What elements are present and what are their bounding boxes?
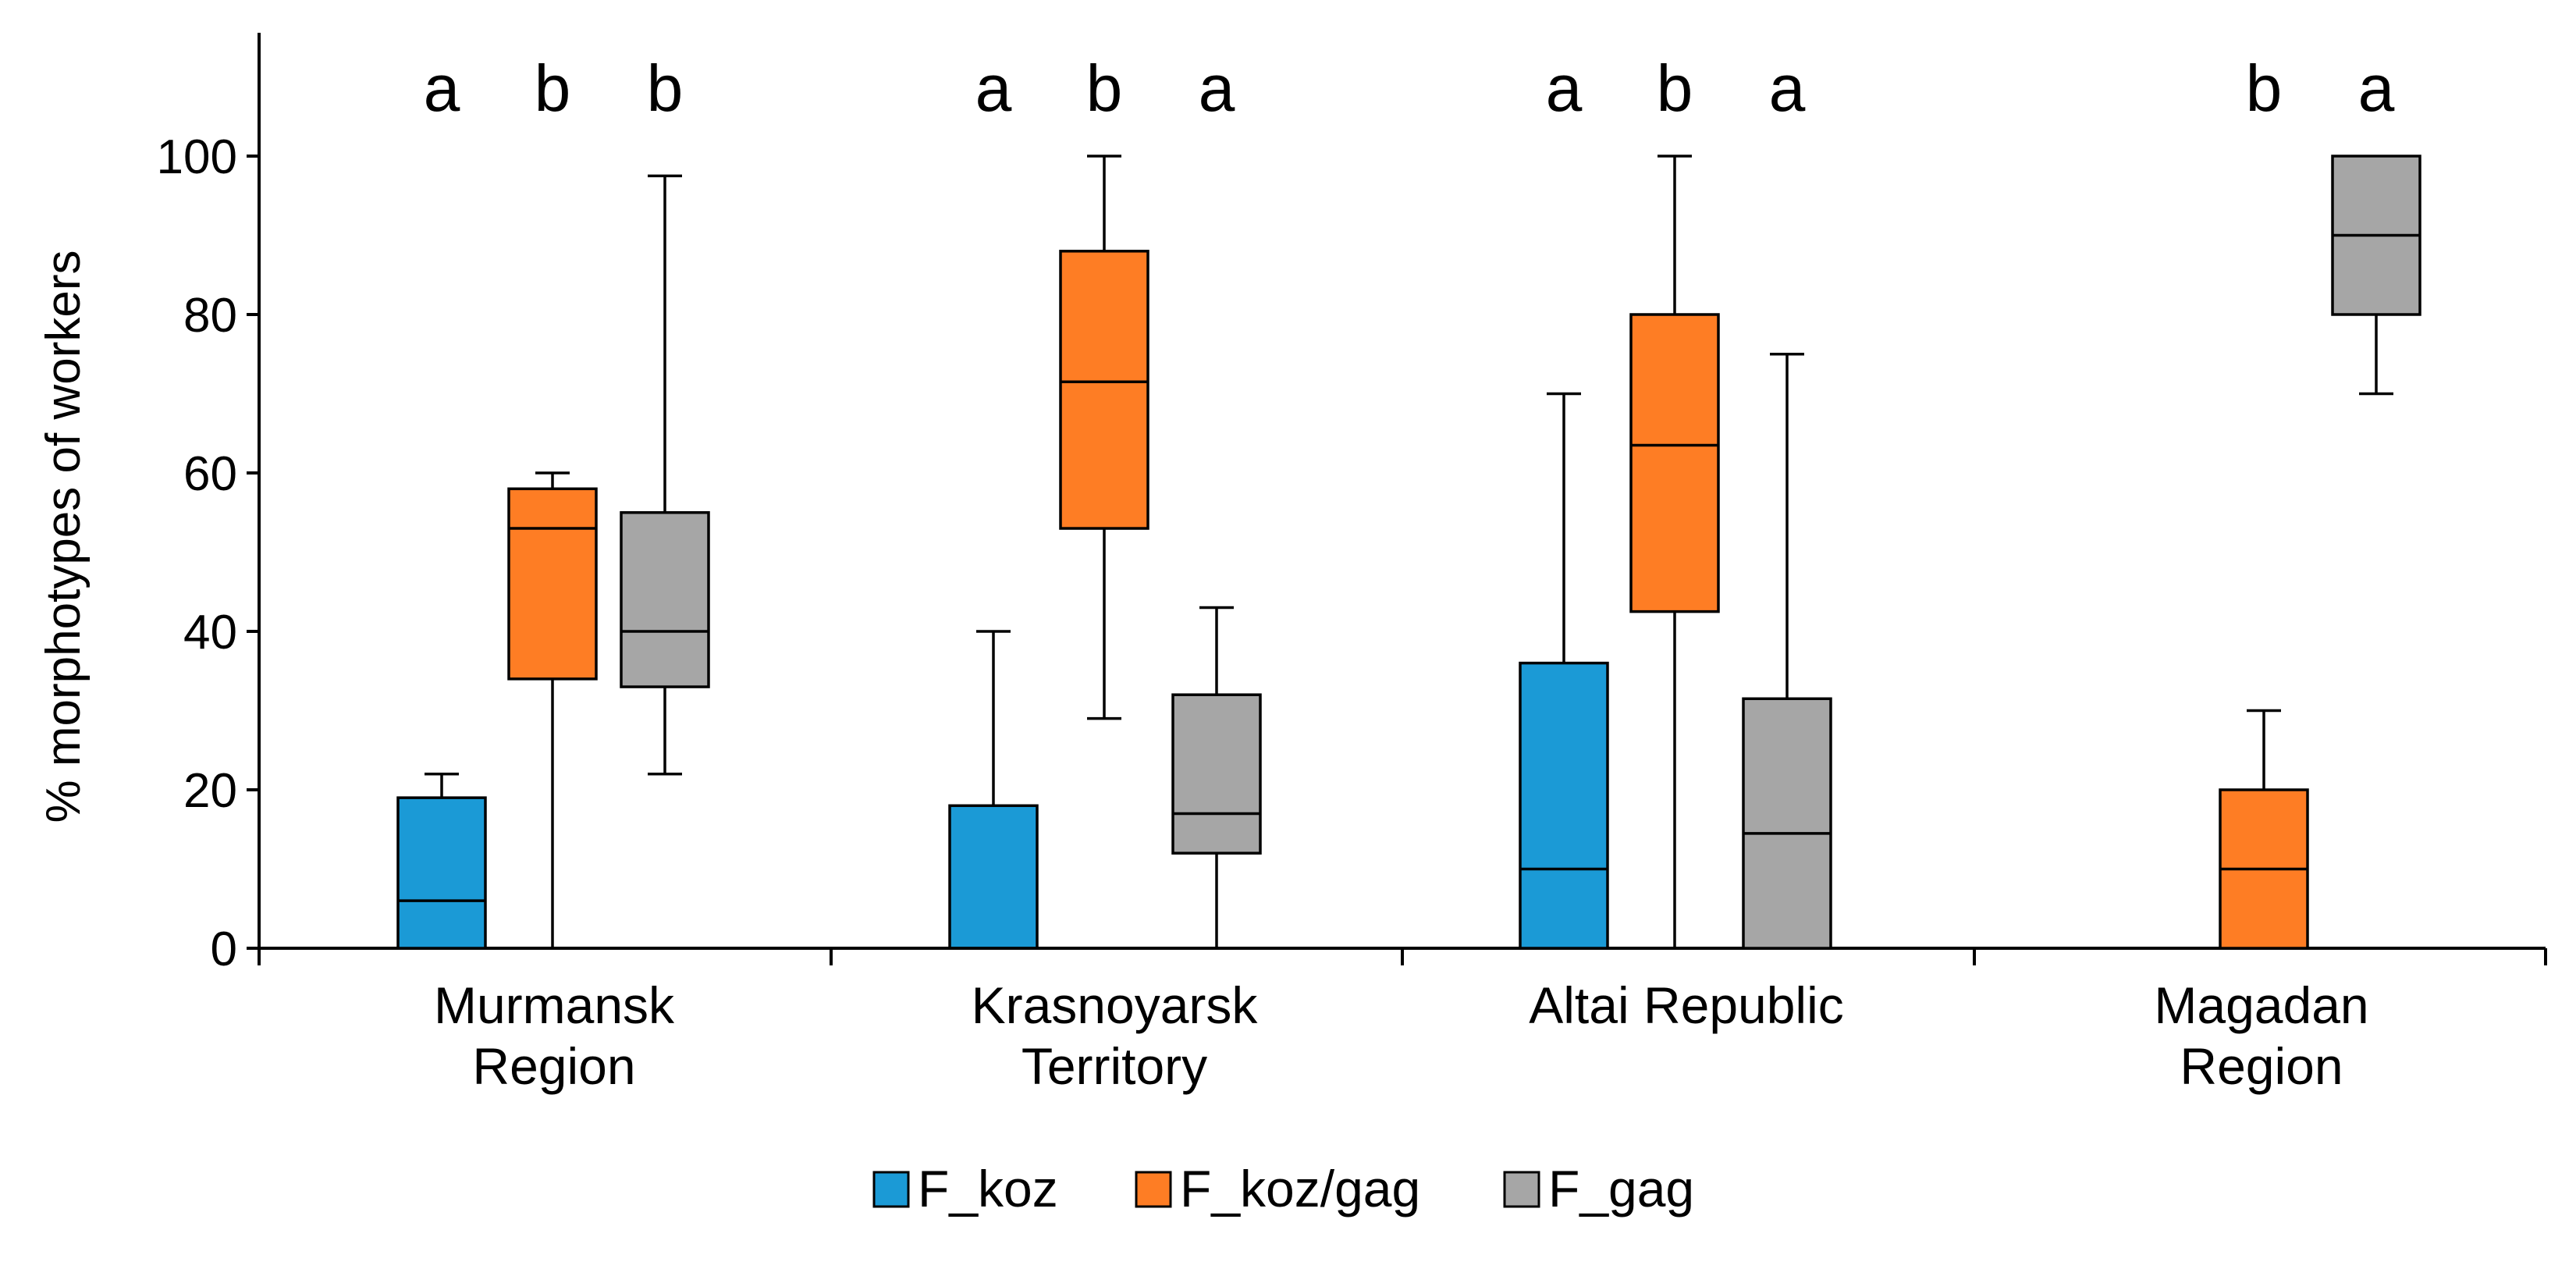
box-f-koz-altai-republic xyxy=(1519,392,1609,950)
sig-letter-f-koz-gag-krasnoyarsk-territory: b xyxy=(1086,52,1123,125)
box-f-koz-murmansk-region xyxy=(396,772,487,950)
box-f-koz-krasnoyarsk-territory-iqr-box xyxy=(948,804,1039,950)
category-label-krasnoyarsk-territory-line-1: Krasnoyarsk xyxy=(972,976,1259,1034)
box-f-koz-murmansk-region-iqr-box xyxy=(396,796,487,950)
box-f-gag-altai-republic-iqr-box xyxy=(1742,697,1832,950)
sig-letter-f-koz-gag-murmansk-region: b xyxy=(535,52,571,125)
legend-label-f-gag: F_gag xyxy=(1548,1160,1694,1217)
legend-label-f-koz-gag: F_koz/gag xyxy=(1180,1160,1420,1217)
box-f-gag-magadan-region xyxy=(2331,155,2421,396)
legend-label-f-koz: F_koz xyxy=(918,1160,1058,1217)
category-label-murmansk-region-line-1: Murmansk xyxy=(434,976,675,1034)
box-f-gag-murmansk-region-iqr-box xyxy=(620,511,710,688)
y-tick-label-40: 40 xyxy=(183,606,237,659)
y-tick-label-80: 80 xyxy=(183,289,237,343)
sig-letter-f-gag-murmansk-region: b xyxy=(647,52,684,125)
box-f-gag-krasnoyarsk-territory-iqr-box xyxy=(1171,693,1262,855)
sig-letter-f-koz-gag-magadan-region: b xyxy=(2246,52,2283,125)
sig-letter-f-koz-gag-altai-republic: b xyxy=(1657,52,1693,125)
category-label-krasnoyarsk-territory-line-2: Territory xyxy=(1022,1037,1207,1095)
box-f-koz-krasnoyarsk-territory xyxy=(948,630,1039,950)
box-f-koz-gag-magadan-region xyxy=(2219,709,2309,950)
legend-swatch-f-gag xyxy=(1503,1171,1540,1208)
y-tick-label-100: 100 xyxy=(157,130,237,184)
y-tick-label-60: 60 xyxy=(183,447,237,501)
category-label-magadan-region-line-1: Magadan xyxy=(2154,976,2368,1034)
box-f-koz-gag-murmansk-region xyxy=(507,471,598,948)
box-f-koz-gag-murmansk-region-iqr-box xyxy=(507,487,598,681)
sig-letter-f-koz-krasnoyarsk-territory: a xyxy=(975,52,1012,125)
box-f-koz-gag-altai-republic xyxy=(1629,155,1720,948)
legend-swatch-f-koz xyxy=(872,1171,910,1208)
axes: 0 20 40 60 80 100 % morphotypes of workers xyxy=(37,33,2547,976)
box-f-gag-murmansk-region xyxy=(620,174,710,776)
box-f-koz-gag-krasnoyarsk-territory-iqr-box xyxy=(1059,250,1149,530)
box-f-koz-gag-altai-republic-iqr-box xyxy=(1629,313,1720,613)
y-tick-label-20: 20 xyxy=(183,764,237,818)
sig-letter-f-koz-murmansk-region: a xyxy=(424,52,460,125)
box-f-koz-gag-krasnoyarsk-territory xyxy=(1059,155,1149,720)
sig-letter-f-koz-altai-republic: a xyxy=(1546,52,1583,125)
category-label-altai-republic-line-1: Altai Republic xyxy=(1529,976,1844,1034)
sig-letter-f-gag-altai-republic: a xyxy=(1769,52,1806,125)
category-labels: MurmanskRegionKrasnoyarskTerritoryAltai … xyxy=(434,976,2369,1095)
y-axis-title: % morphotypes of workers xyxy=(37,251,91,823)
significance-letters: a a ab b b bb a a a xyxy=(424,52,2395,125)
box-f-gag-altai-republic xyxy=(1742,353,1832,950)
category-label-murmansk-region-line-2: Region xyxy=(472,1037,635,1095)
y-tick-label-0: 0 xyxy=(211,922,237,976)
box-f-koz-altai-republic-iqr-box xyxy=(1519,661,1609,950)
box-f-gag-krasnoyarsk-territory xyxy=(1171,606,1262,948)
legend: F_koz F_koz/gag F_gag xyxy=(872,1160,1694,1217)
sig-letter-f-gag-magadan-region: a xyxy=(2358,52,2395,125)
legend-swatch-f-koz-gag xyxy=(1135,1171,1172,1208)
sig-letter-f-gag-krasnoyarsk-territory: a xyxy=(1199,52,1235,125)
plot-area xyxy=(396,155,2421,950)
category-label-magadan-region-line-2: Region xyxy=(2180,1037,2343,1095)
